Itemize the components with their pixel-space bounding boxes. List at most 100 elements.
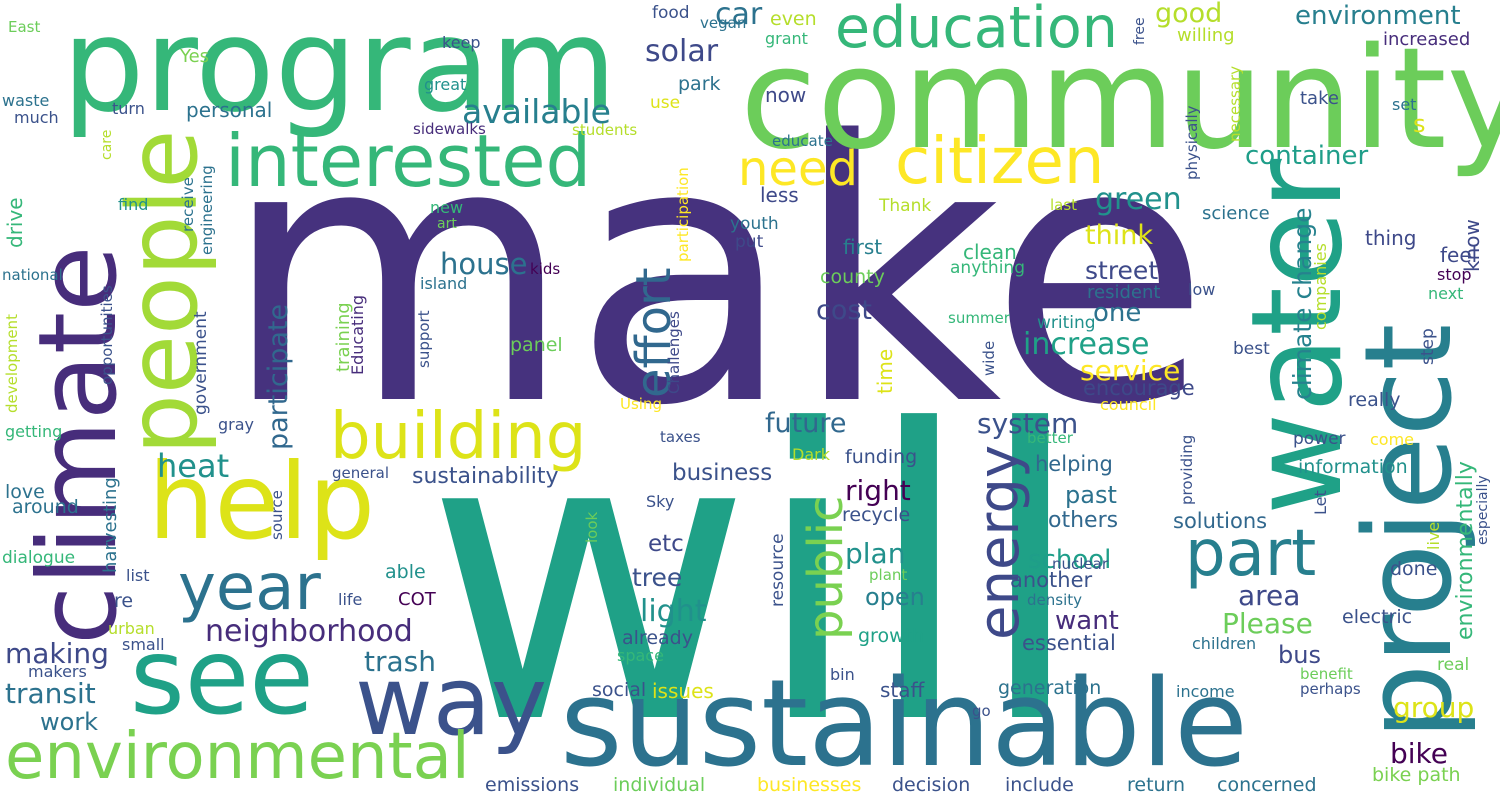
word-come: come — [1370, 430, 1415, 449]
word-neighborhood: neighborhood — [205, 614, 413, 649]
word-right: right — [845, 474, 911, 507]
word-harvesting: harvesting — [100, 477, 121, 573]
word-emissions: emissions — [485, 774, 580, 796]
word-social: social — [592, 679, 647, 701]
word-tree: tree — [632, 563, 683, 592]
word-less: less — [760, 183, 799, 207]
word-stop: stop — [1437, 265, 1472, 284]
word-concerned: concerned — [1217, 774, 1317, 796]
word-panel: panel — [510, 334, 563, 356]
word-thank: Thank — [879, 196, 932, 216]
word-best: best — [1233, 339, 1270, 359]
word-sustainable: sustainable — [560, 655, 1248, 794]
word-electric: electric — [1342, 606, 1413, 628]
word-feel: feel — [1440, 243, 1478, 267]
word-cost: cost — [816, 295, 873, 326]
word-drive: drive — [3, 197, 27, 248]
word-look: look — [583, 511, 601, 543]
word-bin: bin — [830, 665, 855, 684]
word-list: list — [126, 566, 150, 585]
word-way: way — [355, 647, 548, 757]
word-trash: trash — [364, 645, 436, 678]
word-density: density — [1027, 591, 1082, 609]
word-solutions: solutions — [1173, 509, 1268, 533]
word-step: step — [1418, 328, 1438, 365]
word-put: put — [735, 232, 764, 252]
word-students: students — [572, 121, 638, 139]
word-new: new — [430, 198, 464, 217]
word-using: Using — [620, 395, 662, 413]
word-children: children — [1192, 634, 1257, 653]
word-use: use — [650, 93, 681, 113]
word-open: open — [865, 583, 925, 611]
word-wide: wide — [980, 340, 998, 376]
word-getting: getting — [5, 422, 63, 441]
word-cot: COT — [398, 589, 436, 610]
word-first: first — [843, 235, 883, 259]
word-really: really — [1348, 389, 1401, 411]
word-national: national — [2, 266, 63, 284]
word-want: want — [1055, 606, 1119, 636]
word-interested: interested — [225, 119, 592, 203]
word-generation: generation — [998, 677, 1102, 699]
word-making: making — [5, 637, 109, 670]
word-sidewalks: sidewalks — [413, 120, 486, 138]
word-opportunities: opportunities — [98, 285, 116, 385]
word-care: care — [99, 129, 115, 160]
word-street: street — [1085, 256, 1159, 285]
word-sustainability: sustainability — [412, 464, 559, 489]
word-energy: energy — [967, 444, 1032, 640]
word-take: take — [1300, 88, 1339, 109]
word-able: able — [385, 561, 426, 583]
word-increase: increase — [1023, 327, 1150, 362]
word-writing: writing — [1037, 313, 1096, 333]
word-green: green — [1095, 182, 1182, 217]
word-transit: transit — [5, 677, 96, 710]
word-need: need — [738, 141, 858, 197]
word-makers: makers — [28, 662, 87, 681]
word-businesses: businesses — [757, 774, 862, 796]
word-resident: resident — [1087, 282, 1161, 303]
word-group: group — [1393, 691, 1475, 724]
word-real: real — [1437, 655, 1470, 675]
word-life: life — [338, 590, 363, 609]
word-done: done — [1390, 558, 1438, 580]
word-nuclear: nuclear — [1052, 555, 1109, 573]
word-decision: decision — [892, 774, 971, 796]
word-school: school — [1028, 545, 1112, 575]
word-available: available — [462, 92, 611, 131]
word-especially: especially — [1475, 475, 1491, 545]
word-part: part — [1185, 517, 1317, 591]
word-clean: clean — [963, 240, 1017, 264]
word-free: free — [1132, 17, 1148, 45]
word-bike: bike — [1390, 737, 1448, 770]
word-see: see — [130, 616, 314, 738]
word-future: future — [765, 408, 847, 439]
word-personal: personal — [186, 98, 273, 122]
word-system: system — [977, 407, 1079, 440]
word-vegan: vegan — [700, 14, 747, 32]
word-perhaps: perhaps — [1300, 680, 1361, 698]
word-building: building — [330, 400, 587, 474]
word-dialogue: dialogue — [2, 548, 76, 568]
word-government: government — [191, 311, 211, 415]
word-physically: physically — [1183, 105, 1201, 180]
word-include: include — [1005, 774, 1074, 796]
word-youth: youth — [730, 214, 779, 234]
word-around: around — [12, 496, 79, 518]
word-summer: summer — [948, 309, 1010, 327]
word-program: program — [62, 0, 617, 141]
word-benefit: benefit — [1300, 665, 1353, 683]
word-plant: plant — [869, 566, 908, 584]
word-another: another — [1010, 568, 1093, 592]
word-please: Please — [1222, 607, 1313, 640]
word-educate: educate — [772, 132, 833, 150]
word-low: low — [1188, 280, 1216, 299]
word-citizen: citizen — [895, 125, 1105, 199]
word-past: past — [1065, 481, 1117, 509]
word-service: service — [1080, 354, 1181, 387]
word-helping: helping — [1035, 452, 1113, 476]
word-business: business — [672, 460, 773, 486]
word-income: income — [1176, 682, 1235, 701]
